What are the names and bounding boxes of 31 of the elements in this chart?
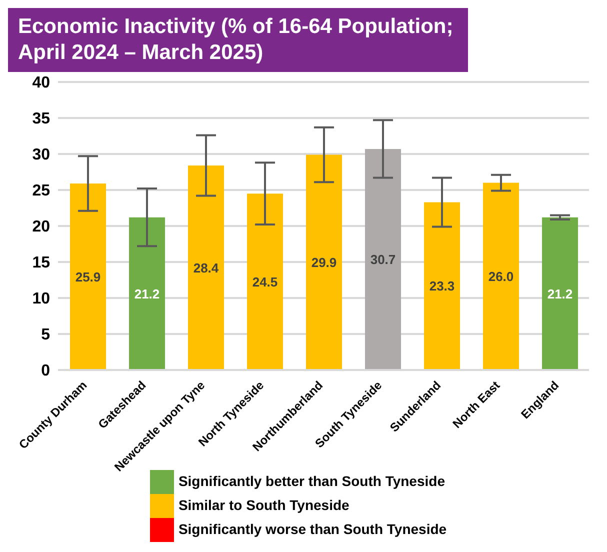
bar <box>306 154 342 370</box>
data-label: 26.0 <box>488 269 514 284</box>
data-label: 28.4 <box>193 260 220 276</box>
y-tick-label: 10 <box>32 290 50 308</box>
y-tick-label: 15 <box>32 254 50 272</box>
data-label: 21.2 <box>134 286 160 302</box>
bar <box>188 166 224 370</box>
y-tick-label: 30 <box>32 146 50 164</box>
bar <box>70 184 106 370</box>
bar <box>365 148 401 370</box>
bar <box>424 202 460 370</box>
bar <box>247 194 283 370</box>
chart-title: Economic Inactivity (% of 16-64 Population; April 2024 – March 2025) <box>18 15 454 64</box>
y-tick-label: 5 <box>41 326 50 344</box>
bar <box>542 217 578 370</box>
bar <box>129 217 165 370</box>
y-tick-label: 40 <box>32 74 50 92</box>
data-label: 30.7 <box>370 252 396 268</box>
y-tick-label: 25 <box>32 182 50 200</box>
y-tick-label: 35 <box>32 110 50 128</box>
data-label: 29.9 <box>311 254 337 270</box>
data-label: 24.5 <box>252 274 278 290</box>
data-label: 23.3 <box>429 278 455 294</box>
legend-label: Similar to South Tyneside <box>178 497 350 514</box>
data-label: 21.2 <box>547 286 573 302</box>
y-tick-label: 20 <box>32 218 50 236</box>
y-tick-label: 0 <box>41 362 50 380</box>
bar <box>483 182 519 370</box>
legend-label: Significantly better than South Tyneside <box>178 473 445 490</box>
data-label: 25.9 <box>75 269 101 284</box>
legend-label: Significantly worse than South Tyneside <box>178 521 447 538</box>
